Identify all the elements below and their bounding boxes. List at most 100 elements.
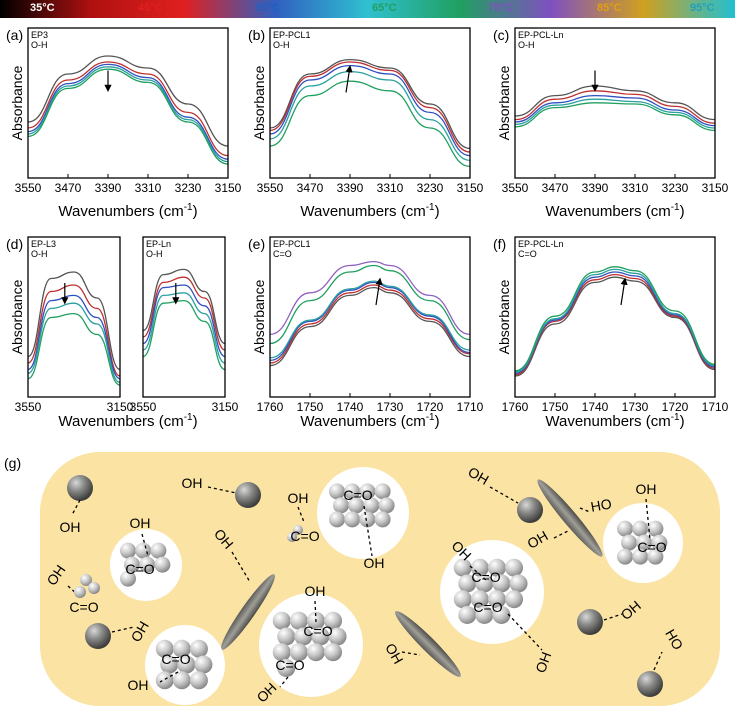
- series-line: [269, 284, 471, 364]
- panel-label-f: (f): [493, 236, 506, 252]
- oh-label: OH: [288, 490, 309, 506]
- pcl-segment: [453, 558, 472, 577]
- colorbar-label-75: 75°C: [488, 2, 513, 14]
- pcl-segment: [189, 639, 208, 658]
- pcl-segment: [374, 483, 391, 500]
- pcl-segment: [194, 655, 213, 674]
- co-label: C=O: [69, 599, 98, 615]
- x-axis-label-c: Wavenumbers (cm-1): [545, 202, 684, 220]
- x-axis-label-e: Wavenumbers (cm-1): [300, 412, 439, 430]
- co-label: C=O: [161, 651, 190, 667]
- co-label: C=O: [473, 599, 502, 615]
- x-tick-label: 1710: [457, 400, 484, 414]
- hydrogen-bond-line: [297, 506, 305, 523]
- hydrogen-bond-line: [489, 486, 519, 504]
- x-tick-label: 3230: [175, 181, 202, 195]
- colorbar-label-55: 55°C: [255, 2, 280, 14]
- series-line: [269, 280, 471, 359]
- co-label: C=O: [290, 528, 319, 544]
- oh-label: OH: [182, 475, 203, 491]
- pcl-segment: [487, 558, 506, 577]
- pcl-segment: [505, 590, 524, 609]
- x-tick-label: 3310: [377, 181, 404, 195]
- pcl-segment: [359, 511, 376, 528]
- pcl-segment: [287, 532, 297, 542]
- plot-frame: [269, 27, 471, 179]
- plot-frame: [142, 236, 226, 398]
- pcl-segment: [378, 497, 395, 514]
- x-axis-label-b: Wavenumbers (cm-1): [300, 202, 439, 220]
- pcl-segment: [492, 574, 511, 593]
- hydrogen-bond-line: [111, 626, 135, 633]
- series-line: [514, 94, 716, 127]
- arrow-up: [620, 277, 628, 306]
- pcl-rod: [395, 611, 461, 677]
- co-label: C=O: [471, 569, 500, 585]
- series-line: [27, 294, 121, 380]
- pcl-segment: [154, 556, 171, 573]
- series-line: [514, 85, 716, 121]
- arrow-up: [345, 65, 353, 93]
- x-tick-label: 3470: [297, 181, 324, 195]
- pcl-segment: [458, 574, 477, 593]
- sample-tag: EP3: [31, 30, 48, 40]
- pcl-segment: [453, 590, 472, 609]
- y-axis-label: Absorbance: [496, 65, 512, 140]
- curves-f: [514, 266, 716, 377]
- x-tick-label: 3150: [215, 181, 242, 195]
- pcl-segment: [470, 590, 489, 609]
- hydrogen-bond-line: [645, 498, 651, 541]
- series-line: [514, 276, 716, 377]
- pcl-segment: [363, 497, 380, 514]
- sample-tag: EP-PCL-Ln: [518, 30, 564, 40]
- ho-label: HO: [589, 495, 613, 514]
- band-tag: C=O: [273, 249, 292, 259]
- pcl-segment: [324, 611, 343, 630]
- hydrogen-bond-line: [279, 676, 289, 688]
- co-label: C=O: [343, 487, 372, 503]
- series-line: [27, 302, 121, 384]
- plot-frame: [514, 236, 716, 398]
- pcl-segment: [150, 542, 167, 559]
- pcl-segment: [509, 574, 528, 593]
- sample-tag: EP-PCL1: [273, 30, 311, 40]
- panel-label-e: (e): [248, 236, 265, 252]
- x-tick-label: 3230: [417, 181, 444, 195]
- oh-label: OH: [636, 481, 657, 497]
- curves-a: [27, 55, 229, 165]
- series-line: [269, 281, 471, 362]
- arrow-up: [375, 277, 383, 306]
- pcl-segment: [636, 534, 653, 551]
- band-tag: O-H: [273, 40, 290, 50]
- pcl-segment: [651, 534, 668, 551]
- x-tick-label: 1710: [702, 400, 729, 414]
- y-axis-label: Absorbance: [496, 279, 512, 354]
- band-tag: O-H: [31, 249, 48, 259]
- temperature-colorbar: 35°C 45°C 55°C 65°C 75°C 85°C 95°C: [0, 0, 735, 18]
- hydrogen-bond-line: [507, 613, 543, 651]
- colorbar-gradient: [0, 0, 735, 18]
- panel-f: (f) EP-PCL-LnC=O 1760 1750 1740 1730 1720 1710 A…: [493, 236, 729, 414]
- pcl-segment: [647, 548, 664, 565]
- lignin-particle: [67, 475, 93, 501]
- pcl-segment: [329, 483, 345, 500]
- series-line: [514, 268, 716, 373]
- pcl-segment: [189, 671, 208, 690]
- band-tag: C=O: [518, 249, 537, 259]
- pcl-segment: [120, 542, 136, 559]
- pcl-segment: [458, 605, 477, 624]
- pcl-segment: [294, 627, 313, 646]
- sample-tag: EP-PCL1: [273, 239, 311, 249]
- band-tag: O-H: [518, 40, 535, 50]
- pcl-segment: [617, 548, 633, 565]
- pcl-segment: [328, 627, 347, 646]
- lignin-particle: [637, 671, 663, 697]
- pcl-segment: [160, 655, 179, 674]
- pcl-segment: [344, 483, 361, 500]
- pcl-segment: [177, 655, 196, 674]
- pcl-rod: [220, 574, 276, 650]
- series-line: [269, 286, 471, 367]
- pcl-segment: [289, 643, 308, 662]
- x-tick-label: 3470: [542, 181, 569, 195]
